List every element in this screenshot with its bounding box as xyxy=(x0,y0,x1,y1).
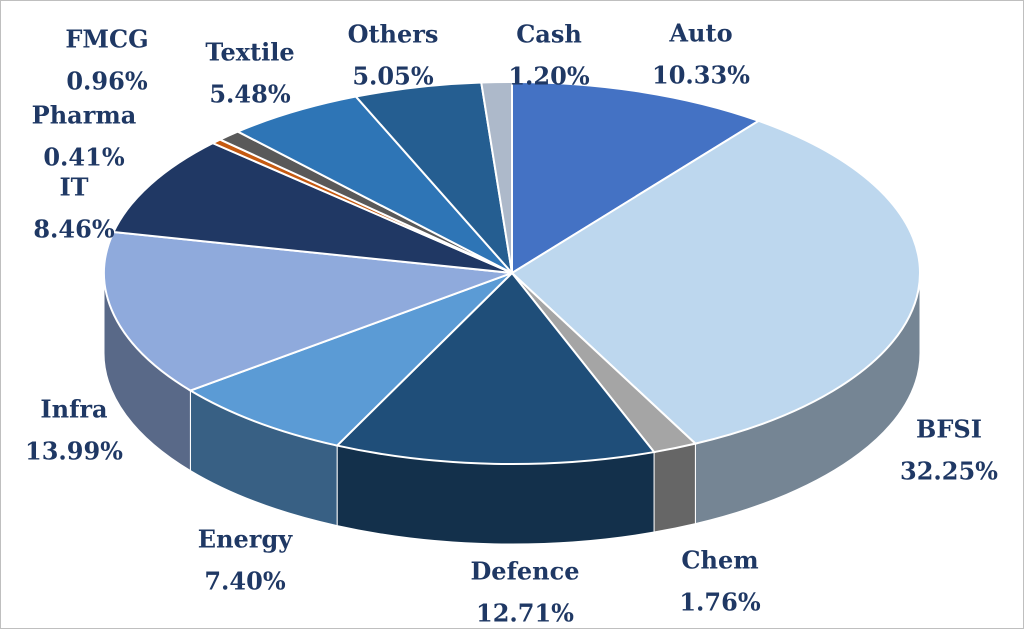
slice-value-infra: 13.99% xyxy=(25,437,123,466)
pie-slice-auto xyxy=(511,80,761,275)
slice-name-chem: Chem xyxy=(681,546,758,575)
pie-slice-infra xyxy=(103,230,513,392)
slice-value-bfsi: 32.25% xyxy=(900,457,998,486)
pie-side-chem xyxy=(653,442,696,533)
pie-slice-cash xyxy=(480,80,513,274)
slice-value-it: 8.46% xyxy=(33,215,114,244)
pie-slice-defence xyxy=(335,271,656,465)
pie-slice-bfsi xyxy=(510,119,921,445)
slice-name-energy: Energy xyxy=(198,525,293,554)
slice-value-chem: 1.76% xyxy=(679,588,760,617)
slice-name-fmcg: FMCG xyxy=(65,25,148,54)
slice-name-textile: Textile xyxy=(205,38,294,67)
slice-value-fmcg: 0.96% xyxy=(66,67,147,96)
pie-top xyxy=(103,80,921,465)
pie-labels: Auto 10.33% BFSI 32.25% Chem 1.76% Defence 12.7… xyxy=(25,19,998,628)
slice-name-bfsi: BFSI xyxy=(916,415,982,444)
slice-name-others: Others xyxy=(348,20,439,49)
slice-name-auto: Auto xyxy=(668,19,732,48)
slice-value-textile: 5.48% xyxy=(209,80,290,109)
pie-sides xyxy=(103,272,921,545)
slice-name-defence: Defence xyxy=(470,557,579,586)
slice-name-infra: Infra xyxy=(40,395,107,424)
slice-value-cash: 1.20% xyxy=(508,62,589,91)
pie-slice-it xyxy=(111,142,513,274)
slice-name-it: IT xyxy=(59,173,88,202)
slice-value-energy: 7.40% xyxy=(204,567,285,596)
pie-slice-textile xyxy=(235,95,513,274)
slice-value-defence: 12.71% xyxy=(476,599,574,628)
pie-slice-energy xyxy=(188,272,513,447)
slice-name-pharma: Pharma xyxy=(32,101,137,130)
slice-value-pharma: 0.41% xyxy=(43,143,124,172)
slice-value-others: 5.05% xyxy=(352,62,433,91)
slice-value-auto: 10.33% xyxy=(652,61,750,90)
slice-name-cash: Cash xyxy=(516,20,582,49)
